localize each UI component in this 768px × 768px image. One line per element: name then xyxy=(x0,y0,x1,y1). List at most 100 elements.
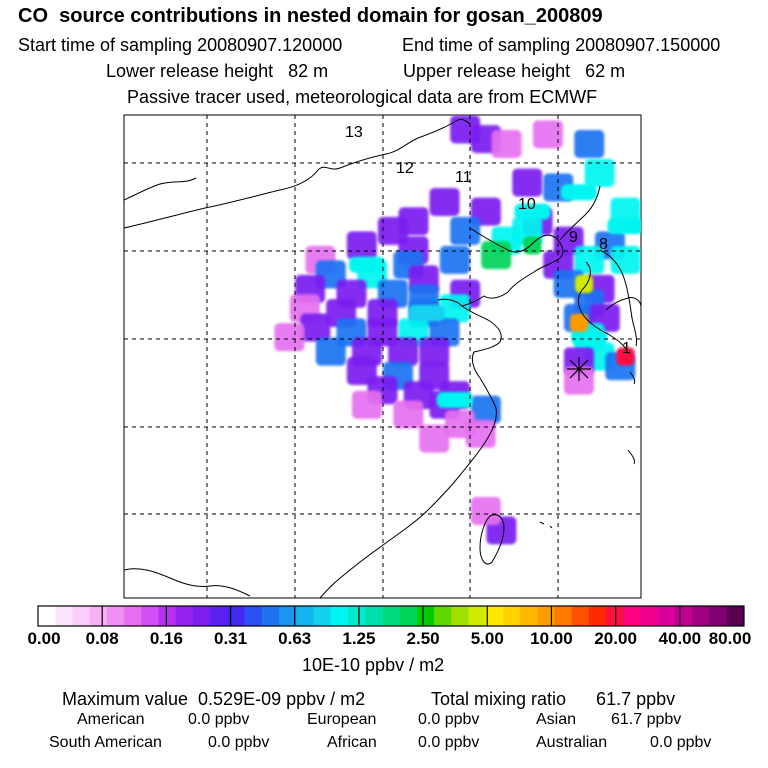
colorbar-tick-label: 40.00 xyxy=(658,629,702,648)
island-1 xyxy=(629,371,636,385)
concentration-patch xyxy=(607,218,641,235)
tracer-note: Passive tracer used, meteorological data… xyxy=(127,87,598,107)
colorbar-tick-label: 1.25 xyxy=(342,629,376,648)
colorbar-border xyxy=(37,605,745,627)
time-label: 8 xyxy=(599,236,608,253)
colorbar-swatch xyxy=(192,606,211,626)
colorbar-swatch xyxy=(399,606,418,626)
concentration-cell xyxy=(512,168,543,197)
chart-title: CO source contributions in nested domain… xyxy=(18,5,603,27)
colorbar-swatch xyxy=(210,606,228,626)
shandong-coast xyxy=(437,298,463,307)
colorbar-swatch xyxy=(571,606,590,626)
time-label: 13 xyxy=(345,124,363,141)
colorbar-swatch xyxy=(502,606,521,626)
colorbar xyxy=(37,605,745,627)
concentration-cell xyxy=(584,158,615,187)
concentration-cell xyxy=(419,337,450,366)
maximum-value: Maximum value 0.529E-09 ppbv / m2 xyxy=(62,689,366,709)
colorbar-swatch xyxy=(675,606,693,626)
region-african-value: 0.0 ppbv xyxy=(418,734,480,751)
region-australian-name: Australian xyxy=(536,734,608,751)
time-label: 9 xyxy=(569,229,578,246)
colorbar-tick-label: 80.00 xyxy=(708,629,752,648)
concentration-hotspot xyxy=(523,236,542,255)
region-european-name: European xyxy=(307,711,377,728)
region-south-american-name: South American xyxy=(49,734,162,751)
concentration-cell xyxy=(532,120,563,149)
china-east-coast xyxy=(319,291,509,598)
colorbar-swatch xyxy=(279,606,297,626)
colorbar-tick-label: 0.00 xyxy=(27,629,61,648)
concentration-cell xyxy=(274,323,305,352)
end-time: End time of sampling 20080907.150000 xyxy=(402,35,721,55)
colorbar-swatch xyxy=(124,606,142,626)
concentration-patch xyxy=(560,184,597,201)
concentration-cell xyxy=(388,337,419,366)
colorbar-swatch xyxy=(55,606,73,626)
region-european-value: 0.0 ppbv xyxy=(418,711,480,728)
concentration-cell xyxy=(351,390,382,419)
colorbar-swatch xyxy=(451,606,469,626)
region-south-american-value: 0.0 ppbv xyxy=(208,734,270,751)
colorbar-swatch xyxy=(554,606,573,626)
time-label: 10 xyxy=(518,196,536,213)
coastlines xyxy=(124,118,641,598)
colorbar-swatch xyxy=(537,606,556,626)
colorbar-tick-label: 20.00 xyxy=(594,629,637,648)
colorbar-units: 10E-10 ppbv / m2 xyxy=(302,655,445,675)
concentration-cells xyxy=(274,115,641,545)
colorbar-swatch xyxy=(261,606,280,626)
northern-border xyxy=(124,118,471,229)
island-2 xyxy=(627,449,635,465)
concentration-cell xyxy=(610,245,641,274)
colorbar-swatch xyxy=(382,606,401,626)
colorbar-tick-label: 0.16 xyxy=(149,629,183,648)
time-label: 12 xyxy=(396,160,414,177)
time-label: 1 xyxy=(622,340,631,357)
colorbar-tick-label: 2.50 xyxy=(406,629,440,648)
colorbar-swatch xyxy=(244,606,263,626)
southern-border xyxy=(124,568,251,597)
lower-release-height: Lower release height 82 m xyxy=(106,61,329,81)
colorbar-tick-label: 5.00 xyxy=(470,629,504,648)
region-asian-value: 61.7 ppbv xyxy=(611,711,682,728)
colorbar-tick-label: 10.00 xyxy=(530,629,573,648)
colorbar-swatch xyxy=(692,606,711,626)
colorbar-swatch xyxy=(365,606,383,626)
concentration-cell xyxy=(574,129,605,158)
concentration-cell xyxy=(491,129,522,158)
colorbar-swatch xyxy=(485,606,504,626)
colorbar-swatch xyxy=(313,606,332,626)
concentration-cell xyxy=(300,313,331,342)
colorbar-swatch xyxy=(434,606,452,626)
time-labels: 13 12 11 10 9 8 1 xyxy=(345,124,631,357)
concentration-cell xyxy=(465,419,496,448)
total-mixing-ratio: Total mixing ratio 61.7 ppbv xyxy=(431,689,676,709)
concentration-cell xyxy=(481,241,512,270)
colorbar-swatch xyxy=(623,606,642,626)
concentration-cell xyxy=(393,400,424,429)
colorbar-swatch xyxy=(640,606,659,626)
concentration-patch xyxy=(436,391,473,408)
colorbar-swatch xyxy=(158,606,177,626)
colorbar-swatch xyxy=(726,606,745,626)
upper-release-height: Upper release height 62 m xyxy=(403,61,626,81)
mongolia-border xyxy=(124,177,197,201)
colorbar-swatch xyxy=(468,606,487,626)
concentration-cell xyxy=(315,337,346,366)
colorbar-swatch xyxy=(416,606,435,626)
korean-peninsula-coast xyxy=(577,261,629,355)
colorbar-swatch xyxy=(175,606,194,626)
japan-coast xyxy=(605,297,641,311)
colorbar-swatch xyxy=(296,606,315,626)
concentration-cell xyxy=(450,216,481,245)
region-american-value: 0.0 ppbv xyxy=(188,711,250,728)
korea-east-coast xyxy=(599,249,637,347)
receptor-marker xyxy=(567,357,591,381)
colorbar-swatch xyxy=(89,606,108,626)
concentration-patch xyxy=(514,203,551,220)
concentration-hotspot xyxy=(575,275,594,294)
taiwan-island xyxy=(479,514,505,565)
colorbar-swatch xyxy=(227,606,246,626)
